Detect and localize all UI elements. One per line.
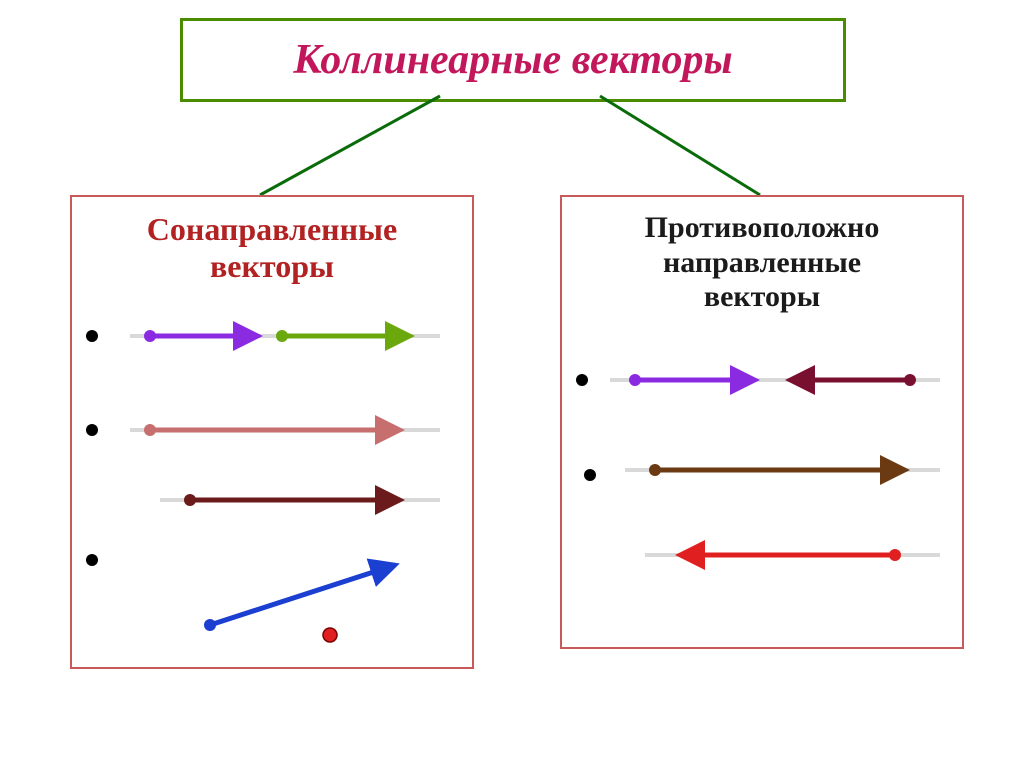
panel-title-line: Сонаправленные bbox=[72, 211, 472, 248]
panel-title-line: векторы bbox=[562, 280, 962, 315]
panel-title-line: векторы bbox=[72, 248, 472, 285]
right-panel-title: Противоположнонаправленныевекторы bbox=[562, 197, 962, 315]
panel-title-line: Противоположно bbox=[562, 211, 962, 246]
panel-title-line: направленные bbox=[562, 246, 962, 281]
left-panel: Сонаправленныевекторы bbox=[70, 195, 474, 669]
left-panel-title: Сонаправленныевекторы bbox=[72, 197, 472, 285]
title-text: Коллинеарные векторы bbox=[293, 36, 732, 84]
title-box: Коллинеарные векторы bbox=[180, 18, 846, 102]
right-panel: Противоположнонаправленныевекторы bbox=[560, 195, 964, 649]
